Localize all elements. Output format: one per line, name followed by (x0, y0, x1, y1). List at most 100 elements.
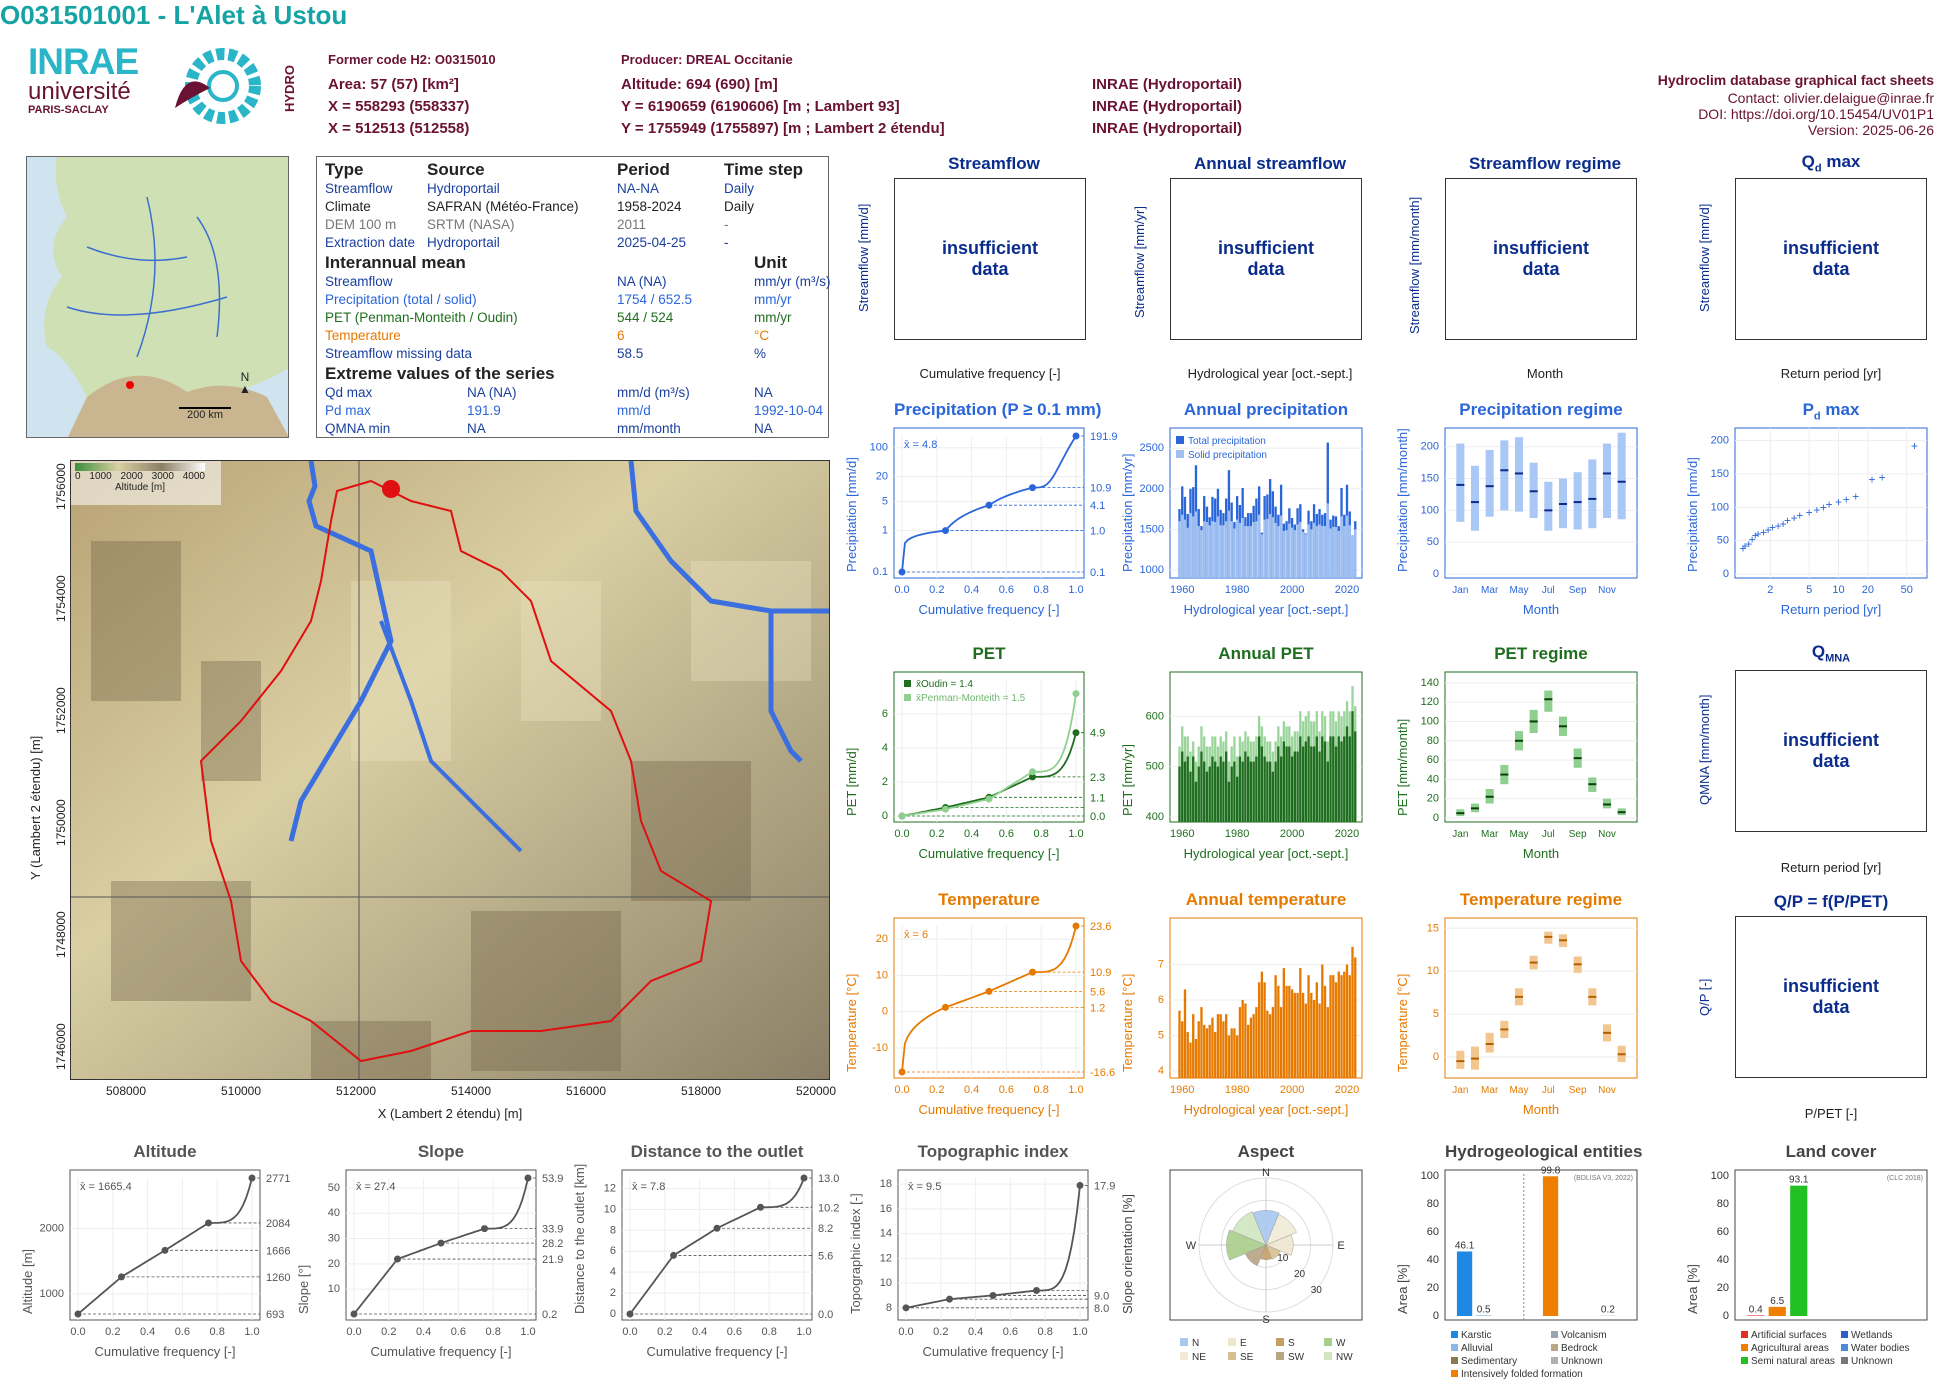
bar (1194, 781, 1198, 822)
annual-streamflow-xlabel: Hydrological year [oct.-sept.] (1187, 366, 1353, 381)
data-point (713, 1224, 721, 1232)
bar (1340, 516, 1343, 578)
bar (1304, 1003, 1307, 1078)
tick-label: 0.2 (929, 828, 944, 840)
bar (1312, 522, 1316, 578)
tick-label: 0.4 (968, 1326, 983, 1338)
tick-label: 1.0 (1068, 1084, 1083, 1096)
map-ylabel: Y (Lambert 2 étendu) [m] (28, 735, 43, 880)
tick-label: 100 (1421, 715, 1439, 727)
pet_regime-title: PET regime (1494, 644, 1588, 663)
tick-label: 20 (876, 933, 888, 945)
data-point: + (1740, 542, 1747, 556)
legend-label: Total precipitation (1188, 436, 1266, 447)
tick-label: 2 (882, 776, 888, 788)
precip-xlabel: Cumulative frequency [-] (918, 602, 1060, 617)
legend-swatch (1276, 1352, 1284, 1360)
tick-label: 120 (1421, 696, 1439, 708)
bar (1277, 746, 1280, 822)
annual_pet-title: Annual PET (1218, 644, 1314, 663)
annual_temp-plot: 4 5 6 7 1960 1980 2000 2020 (1158, 917, 1363, 1096)
tick-label: 100 (870, 442, 888, 454)
data-point (1072, 729, 1080, 737)
tick-label: 0.4 (964, 1084, 979, 1096)
tick-label: 1960 (1170, 1084, 1194, 1096)
producer: Producer: DREAL Occitanie (621, 52, 793, 67)
annual_precip-ylabel: Precipitation [mm/yr] (1120, 453, 1135, 572)
bar (1290, 989, 1294, 1078)
bar (1345, 726, 1349, 822)
tick-label: 80 (1427, 735, 1439, 747)
altitude-ylabel: Altitude [m] (20, 1248, 35, 1314)
cell: Hydroportail (427, 181, 500, 196)
bar (1345, 515, 1349, 578)
tick-label: 20 (1717, 1282, 1729, 1294)
bar (1266, 761, 1269, 822)
tick-label: 7 (1158, 959, 1164, 971)
temp_regime-ylabel: Temperature [°C] (1395, 973, 1410, 1072)
data-point (942, 527, 949, 535)
right-tick-label: 0.2 (542, 1309, 557, 1321)
bar (1321, 964, 1324, 1078)
legend-label: Solid precipitation (1188, 450, 1267, 461)
tick-label: 200 (1421, 441, 1439, 453)
data-point (898, 812, 906, 820)
legend-swatch (1551, 1344, 1558, 1351)
direction-label: N (1262, 1167, 1270, 1179)
cell: Qd max (325, 385, 373, 400)
pet-plot: 0.0 0.2 0.4 0.6 0.8 1.0 0 2 4 6 4.9 2.3 1.1 0.0 x̄Oudi… (882, 671, 1105, 840)
bar (1216, 766, 1220, 822)
inrae-logo: INRAE université PARIS-SACLAY (28, 43, 146, 120)
legend-swatch (1741, 1331, 1748, 1338)
radial-tick: 20 (1294, 1269, 1306, 1280)
bar (1340, 975, 1343, 1078)
legend-label: x̄Oudin = 1.4 (916, 679, 973, 690)
precip_regime-svg: 0 50 100 150 200 Jan Mar May Jul Sep Nov (1421, 427, 1638, 596)
legend-swatch (1841, 1344, 1848, 1351)
tick-label: 12 (880, 1252, 892, 1264)
tick-label: 1.0 (244, 1326, 259, 1338)
cell: mm/month (617, 421, 681, 436)
bar (1249, 1017, 1253, 1078)
bar (1285, 985, 1288, 1078)
box (1588, 459, 1597, 529)
map-x-tick: 508000 (105, 1084, 147, 1098)
tick-label: 400 (1146, 811, 1164, 823)
cell: 2011 (617, 217, 647, 232)
bar (1304, 534, 1307, 578)
cell: NA (NA) (617, 274, 667, 289)
tick-label: 40 (1717, 1254, 1729, 1266)
bar (1326, 761, 1329, 822)
cell: Climate (325, 199, 371, 214)
tick-label: 0.4 (964, 828, 979, 840)
bar (1238, 522, 1242, 578)
box (1617, 432, 1626, 520)
tick-label: 4 (882, 742, 888, 754)
data-point (1072, 922, 1080, 930)
tick-label: Jan (1452, 829, 1468, 840)
qd-max-ylabel: Streamflow [mm/d] (1697, 203, 1712, 312)
tick-label: 8 (886, 1302, 892, 1314)
cell: Precipitation (total / solid) (325, 292, 477, 307)
hydrogeo-ylabel: Area [%] (1395, 1264, 1410, 1314)
annual_temp-ylabel: Temperature [°C] (1120, 973, 1135, 1072)
bar (1343, 971, 1346, 1078)
annual_temp-title: Annual temperature (1185, 890, 1347, 909)
bar (1200, 530, 1203, 578)
map-y-tick: 1746000 (54, 1023, 68, 1070)
bar (1296, 751, 1299, 822)
tick-label: 0.2 (381, 1326, 396, 1338)
landcover-frame (1734, 1169, 1928, 1321)
map-x-tick: 516000 (565, 1084, 607, 1098)
right-tick-label: 1.2 (1090, 1002, 1105, 1014)
hydrogeo-frame (1444, 1169, 1638, 1321)
bar (1329, 975, 1332, 1078)
right-tick-label: 28.2 (542, 1238, 563, 1250)
data-point (118, 1273, 125, 1281)
legend-swatch (1841, 1357, 1848, 1364)
tick-label: 1980 (1225, 584, 1249, 596)
bar (1277, 526, 1280, 578)
bar (1343, 526, 1346, 578)
annual_pet-xlabel: Hydrological year [oct.-sept.] (1183, 846, 1349, 861)
slope-title: Slope (417, 1142, 465, 1161)
